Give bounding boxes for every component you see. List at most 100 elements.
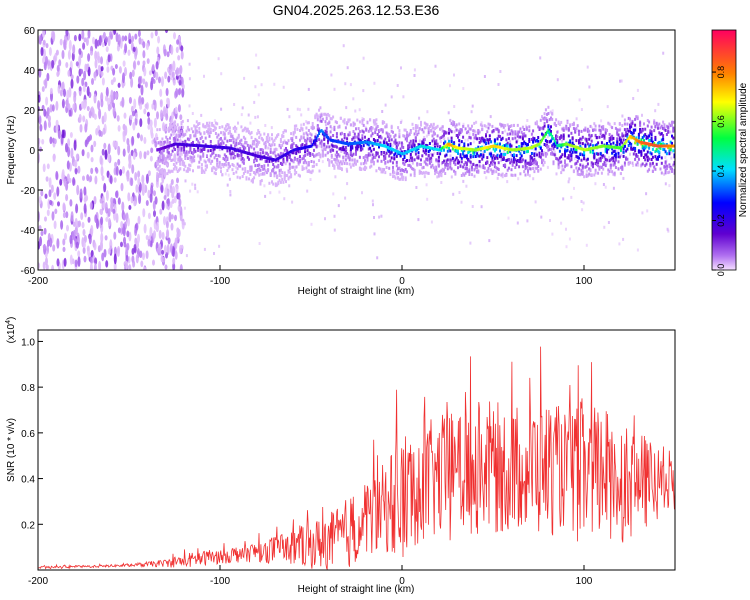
spectrogram-cell <box>143 266 147 270</box>
spectrogram-cell <box>594 124 597 128</box>
spectrogram-cell <box>221 163 224 166</box>
spectrogram-cell <box>296 107 299 111</box>
spectrogram-cell <box>204 164 207 168</box>
spectrogram-cell <box>246 170 249 174</box>
spectrogram-cell <box>282 131 285 134</box>
spectrogram-cell <box>584 128 587 132</box>
spectrogram-ridge-cell <box>428 146 431 150</box>
spectrogram-cell <box>602 134 605 138</box>
spectrogram-ridge-cell <box>194 144 197 147</box>
spectrogram-cell <box>254 137 257 141</box>
spectrogram-cell <box>83 255 87 263</box>
spectrogram-cell <box>91 78 94 85</box>
spectrogram-cell <box>70 147 74 159</box>
spectrogram-cell <box>443 141 445 145</box>
spectrogram-cell <box>296 145 299 149</box>
spectrogram-ridge-cell <box>188 143 191 147</box>
spectrogram-cell <box>287 177 290 181</box>
spectrogram-cell <box>588 137 591 141</box>
spectrogram-cell <box>344 82 347 86</box>
spectrogram-cell <box>295 124 298 128</box>
spectrogram-cell <box>506 180 509 184</box>
spectrogram-cell <box>152 99 156 106</box>
spectrogram-cell <box>537 139 540 143</box>
spectrogram-ridge-cell <box>245 151 248 155</box>
spectrogram-cell <box>240 158 243 162</box>
spectrogram-cell <box>398 166 401 170</box>
spectrogram-cell <box>637 136 640 140</box>
spectrogram-cell <box>462 122 465 126</box>
spectrogram-cell <box>448 146 450 150</box>
spectrogram-cell <box>375 153 378 157</box>
spectrogram-cell <box>667 129 670 133</box>
spectrogram-cell <box>192 159 194 163</box>
spectrogram-cell <box>175 135 178 139</box>
spectrogram-x-label: Height of straight line (km) <box>298 286 415 297</box>
spectrogram-cell <box>650 125 653 129</box>
spectrogram-cell <box>263 164 266 168</box>
spectrogram-cell <box>190 142 193 145</box>
spectrogram-cell <box>479 123 482 127</box>
spectrogram-cell <box>80 68 84 75</box>
spectrogram-cell <box>575 150 578 154</box>
spectrogram-cell <box>513 153 515 157</box>
spectrogram-cell <box>197 139 200 143</box>
spectrogram-cell <box>481 127 484 131</box>
spectrogram-cell <box>158 150 161 154</box>
spectrogram-ridge-cell <box>316 134 319 138</box>
spectrogram-cell <box>599 129 602 133</box>
spectrogram-ridge-cell <box>211 145 214 149</box>
spectrogram-cell <box>439 173 442 177</box>
spectrogram-ridge-cell <box>370 141 373 145</box>
spectrogram-cell <box>245 141 248 145</box>
spectrogram-cell <box>202 123 205 127</box>
spectrogram-cell <box>209 161 212 165</box>
spectrogram-cell <box>622 138 625 142</box>
spectrogram-cell <box>482 164 485 168</box>
spectrogram-cell <box>188 62 191 66</box>
spectrogram-cell <box>423 175 426 179</box>
spectrogram-cell <box>318 127 321 131</box>
spectrogram-cell <box>360 162 363 166</box>
spectrogram-ridge-cell <box>673 144 675 148</box>
spectrogram-ridge-cell <box>381 144 384 148</box>
spectrogram-cell <box>292 151 295 155</box>
spectrogram-cell <box>333 166 336 170</box>
spectrogram-cell <box>121 96 125 108</box>
spectrogram-cell <box>130 77 134 88</box>
spectrogram-cell <box>622 154 625 158</box>
spectrogram-ridge-cell <box>527 146 529 150</box>
spectrogram-cell <box>213 156 216 160</box>
spectrogram-cell <box>556 130 559 134</box>
spectrogram-cell <box>597 171 600 175</box>
spectrogram-cell <box>181 83 185 90</box>
spectrogram-cell <box>454 162 457 166</box>
spectrogram-cell <box>197 154 199 158</box>
spectrogram-cell <box>464 166 467 170</box>
spectrogram-cell <box>399 154 402 158</box>
spectrogram-cell <box>290 175 293 179</box>
spectrogram-cell <box>139 150 142 160</box>
spectrogram-cell <box>586 129 589 133</box>
spectrogram-cell <box>439 127 442 131</box>
spectrogram-cell <box>632 152 635 156</box>
spectrogram-x-tick-label: -200 <box>28 276 48 287</box>
spectrogram-y-label: Frequency (Hz) <box>6 116 17 185</box>
spectrogram-cell <box>488 239 491 243</box>
spectrogram-cell <box>249 121 252 125</box>
spectrogram-cell <box>269 155 272 159</box>
spectrogram-cell <box>166 148 169 152</box>
spectrogram-cell <box>518 158 521 162</box>
spectrogram-cell <box>525 150 528 154</box>
spectrogram-cell <box>595 136 598 139</box>
spectrogram-cell <box>117 197 121 205</box>
spectrogram-ridge-cell <box>388 146 391 150</box>
spectrogram-cell <box>293 157 296 161</box>
spectrogram-cell <box>649 162 652 166</box>
spectrogram-ridge-cell <box>234 147 236 151</box>
spectrogram-cell <box>335 145 338 149</box>
spectrogram-cell <box>225 159 228 163</box>
spectrogram-cell <box>344 126 347 130</box>
spectrogram-cell <box>646 124 649 128</box>
spectrogram-cell <box>309 137 312 141</box>
